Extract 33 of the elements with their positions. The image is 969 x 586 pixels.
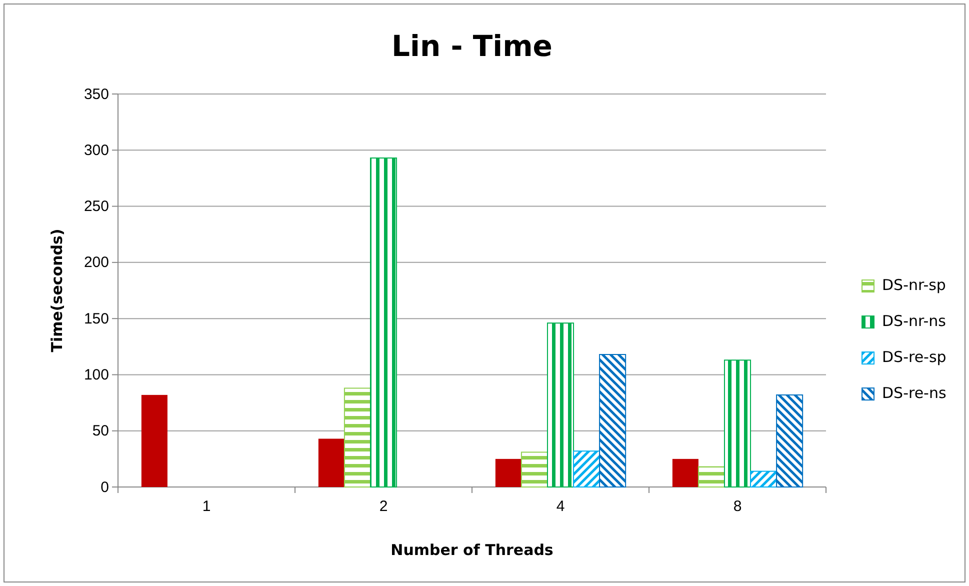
bar	[776, 394, 804, 488]
bar	[546, 322, 574, 488]
chart-title: Lin - Time	[392, 29, 552, 63]
legend-label: DS-re-ns	[882, 384, 946, 402]
bar	[599, 354, 626, 488]
bar	[724, 360, 752, 488]
x-tick-label: 4	[556, 498, 565, 515]
legend-label: DS-re-sp	[882, 348, 946, 366]
x-tick-label: 2	[379, 498, 388, 515]
y-axis-title: Time(seconds)	[48, 228, 66, 352]
legend-label: DS-nr-ns	[882, 312, 946, 330]
x-axis-title: Number of Threads	[390, 541, 554, 559]
y-tick-label: 200	[84, 254, 109, 272]
bar	[344, 388, 371, 488]
bar	[495, 458, 522, 487]
bar	[750, 470, 778, 488]
bar	[141, 394, 168, 487]
bar	[698, 466, 725, 488]
x-tick-label: 1	[202, 498, 211, 515]
y-tick-label: 350	[84, 86, 109, 103]
bar	[318, 438, 344, 487]
y-tick-label: 300	[84, 142, 109, 159]
y-tick-label: 100	[84, 366, 109, 384]
legend-label: DS-nr-sp	[882, 276, 946, 294]
bar	[520, 452, 548, 488]
bar	[370, 158, 398, 488]
x-tick-label: 8	[733, 498, 742, 515]
bar	[573, 450, 600, 488]
bar	[672, 458, 698, 487]
y-tick-label: 50	[92, 422, 109, 440]
y-tick-label: 250	[84, 198, 109, 216]
y-tick-label: 150	[84, 310, 109, 328]
y-tick-label: 0	[100, 478, 109, 496]
